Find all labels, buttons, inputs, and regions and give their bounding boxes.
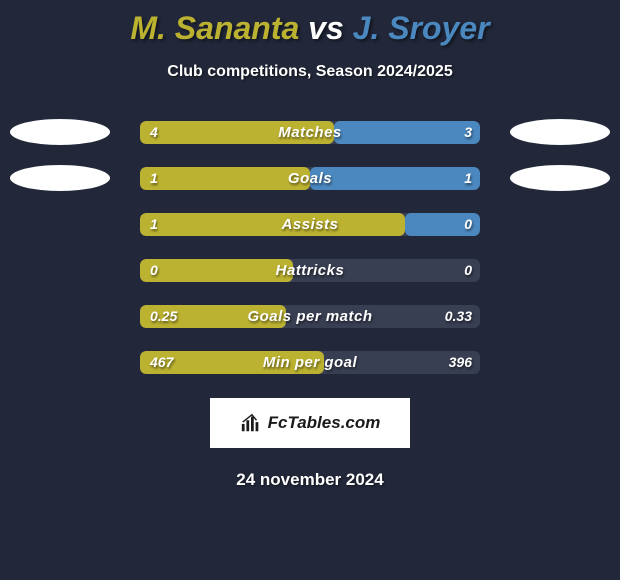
stat-row: 0.250.33Goals per match bbox=[0, 305, 620, 328]
stat-row: 10Assists bbox=[0, 213, 620, 236]
decor-ellipse bbox=[10, 119, 110, 145]
stat-row: 467396Min per goal bbox=[0, 351, 620, 374]
stat-label: Goals per match bbox=[140, 305, 480, 328]
comparison-title: M. Sananta vs J. Sroyer bbox=[0, 0, 620, 47]
player1-name: M. Sananta bbox=[130, 10, 299, 46]
subtitle: Club competitions, Season 2024/2025 bbox=[0, 63, 620, 81]
stat-row: 43Matches bbox=[0, 121, 620, 144]
stat-label: Assists bbox=[140, 213, 480, 236]
stat-label: Matches bbox=[140, 121, 480, 144]
chart-icon bbox=[240, 412, 262, 434]
decor-ellipse bbox=[10, 165, 110, 191]
stat-label: Hattricks bbox=[140, 259, 480, 282]
stat-label: Goals bbox=[140, 167, 480, 190]
branding-badge: FcTables.com bbox=[210, 398, 410, 448]
date-label: 24 november 2024 bbox=[0, 470, 620, 490]
stat-row: 00Hattricks bbox=[0, 259, 620, 282]
branding-text: FcTables.com bbox=[268, 413, 381, 433]
decor-ellipse bbox=[510, 119, 610, 145]
stat-label: Min per goal bbox=[140, 351, 480, 374]
player2-name: J. Sroyer bbox=[353, 10, 490, 46]
vs-label: vs bbox=[308, 10, 344, 46]
decor-ellipse bbox=[510, 165, 610, 191]
stat-row: 11Goals bbox=[0, 167, 620, 190]
stats-container: 43Matches 11Goals 10Assists 00Hattricks 0.25… bbox=[0, 121, 620, 374]
